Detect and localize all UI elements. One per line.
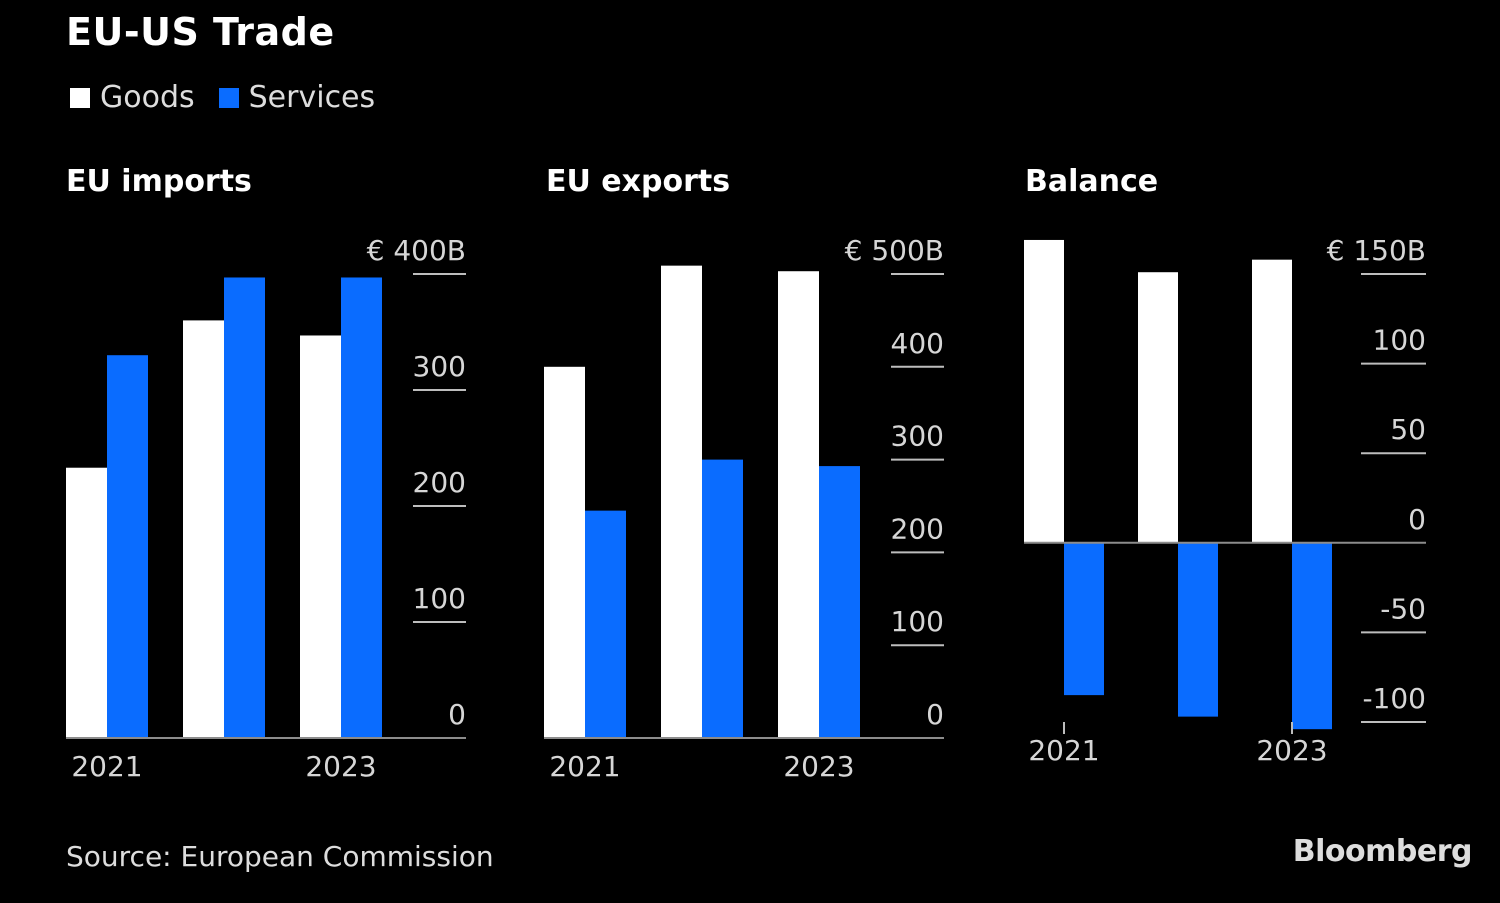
exports-bar-services-2022: [702, 459, 743, 738]
exports-xtick-label-2021: 2021: [549, 750, 620, 783]
exports-ytick-label-400: 400: [891, 327, 944, 360]
balance-bar-goods-2023: [1252, 259, 1292, 543]
balance-bar-goods-2021: [1024, 239, 1064, 543]
balance-ytick-label-50: 50: [1390, 413, 1426, 446]
exports-ytick-label-300: 300: [891, 420, 944, 453]
balance-ytick-label-0: 0: [1408, 503, 1426, 536]
imports-bar-goods-2023: [300, 335, 341, 738]
legend-swatch-goods: [70, 87, 90, 108]
exports-ytick-label-200: 200: [891, 512, 944, 545]
balance-ytick-label--100: -100: [1362, 682, 1426, 715]
imports-ytick-label-400: € 400B: [367, 234, 466, 267]
imports-bar-services-2023: [341, 277, 382, 738]
imports-bar-services-2022: [224, 277, 265, 738]
legend-label-goods: Goods: [100, 80, 195, 115]
imports-xtick-label-2021: 2021: [71, 750, 142, 783]
panel-title-exports: EU exports: [546, 164, 731, 199]
imports-ytick-label-0: 0: [448, 698, 466, 731]
imports-bar-services-2021: [107, 355, 148, 738]
imports-ytick-label-300: 300: [413, 350, 466, 383]
legend-item-goods: Goods: [70, 80, 195, 115]
balance-xtick-label-2021: 2021: [1028, 734, 1099, 767]
exports-ytick-label-100: 100: [891, 605, 944, 638]
balance-ytick-label-150: € 150B: [1327, 234, 1426, 267]
balance-bar-goods-2022: [1138, 272, 1178, 543]
chart-title: EU-US Trade: [66, 10, 335, 54]
legend-label-services: Services: [248, 80, 376, 115]
panel-title-imports: EU imports: [66, 164, 252, 199]
exports-bar-services-2023: [819, 466, 860, 738]
imports-bar-goods-2022: [183, 320, 224, 738]
exports-ytick-label-0: 0: [926, 698, 944, 731]
legend: Goods Services: [70, 80, 399, 115]
imports-ytick-label-100: 100: [413, 582, 466, 615]
legend-swatch-services: [218, 87, 239, 108]
imports-bar-goods-2021: [66, 467, 107, 738]
exports-ytick-label-500: € 500B: [845, 234, 944, 267]
balance-xtick-label-2023: 2023: [1256, 734, 1327, 767]
balance-bar-services-2023: [1292, 542, 1332, 730]
balance-ytick-label-100: 100: [1373, 324, 1426, 357]
source-note: Source: European Commission: [66, 840, 494, 873]
imports-xtick-label-2023: 2023: [305, 750, 376, 783]
exports-bar-goods-2023: [778, 271, 819, 738]
panel-title-balance: Balance: [1025, 164, 1159, 199]
balance-ytick-label--50: -50: [1380, 592, 1426, 625]
legend-item-services: Services: [218, 80, 376, 115]
exports-bar-services-2021: [585, 510, 626, 738]
balance-bar-services-2022: [1178, 542, 1218, 717]
balance-bar-services-2021: [1064, 542, 1104, 696]
brand-logo: Bloomberg: [1292, 834, 1473, 869]
exports-bar-goods-2021: [544, 366, 585, 738]
imports-ytick-label-200: 200: [413, 466, 466, 499]
exports-bar-goods-2022: [661, 265, 702, 738]
exports-xtick-label-2023: 2023: [783, 750, 854, 783]
